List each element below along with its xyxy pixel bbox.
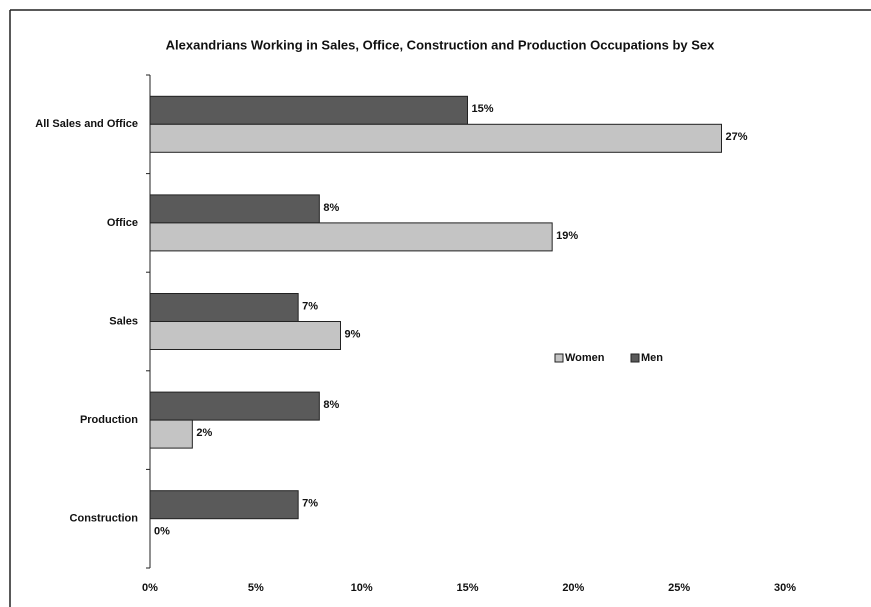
bar [149,321,341,350]
x-tick-label: 5% [248,582,264,594]
legend-swatch [630,353,640,363]
y-tick-label: Office [107,217,138,229]
bar [149,391,320,421]
value-label: 2% [196,427,212,439]
x-tick-label: 20% [562,582,584,594]
y-tick-label: Sales [109,315,138,327]
y-tick-label: All Sales and Office [35,118,138,130]
x-tick-label: 25% [668,582,690,594]
value-label: 8% [323,399,339,411]
y-tick-label: Construction [70,513,139,525]
bar [149,293,299,322]
value-label: 7% [302,498,318,510]
chart-title: Alexandrians Working in Sales, Office, C… [166,37,716,52]
legend-label: Men [641,352,663,364]
x-tick-label: 30% [774,582,796,594]
bar [149,222,553,252]
x-tick-label: 10% [351,582,373,594]
value-label: 7% [302,300,318,312]
value-label: 9% [345,328,361,340]
bar [149,490,299,520]
bar [149,419,193,449]
legend-swatch [554,353,564,363]
x-tick-label: 0% [142,582,158,594]
x-tick-label: 15% [456,582,478,594]
legend-label: Women [565,352,605,364]
value-label: 19% [556,230,578,242]
bar [149,194,320,224]
y-tick-label: Production [80,414,138,426]
value-label: 15% [472,103,494,115]
value-label: 8% [323,202,339,214]
bar [149,95,468,125]
value-label: 0% [154,526,170,538]
bar [149,123,722,153]
value-label: 27% [726,131,748,143]
